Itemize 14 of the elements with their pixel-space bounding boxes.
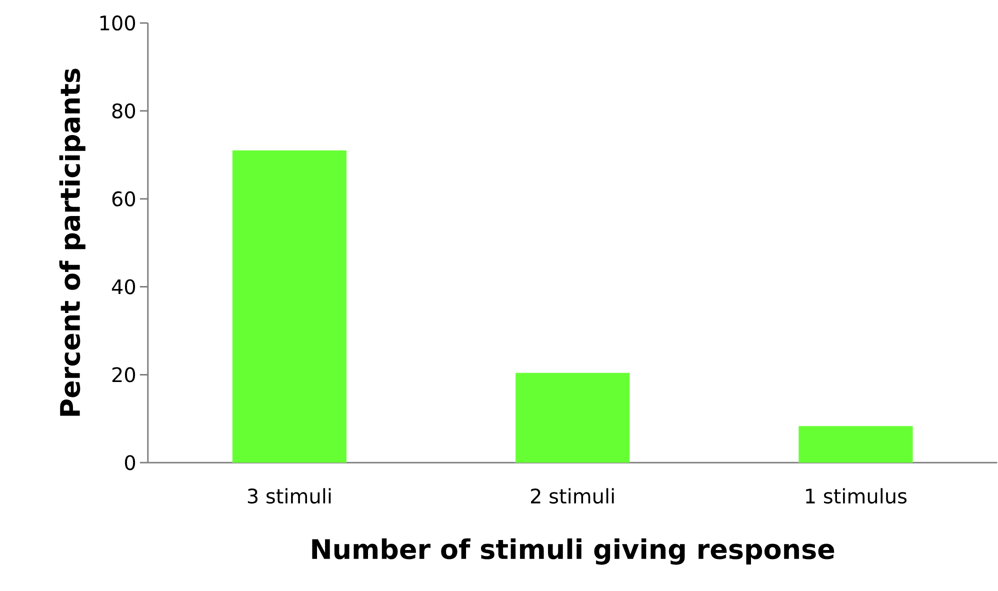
bar [798,426,913,463]
x-tick-label: 1 stimulus [806,488,907,504]
x-axis-title: Number of stimuli giving response [312,538,834,565]
bar [232,150,347,463]
x-tick-label: 2 stimuli [530,488,614,504]
bar [515,372,630,463]
y-tick-label: 80 [112,104,136,119]
y-tick-label: 100 [100,16,136,31]
y-tick-label: 40 [112,279,136,295]
y-tick-label: 0 [124,455,136,470]
x-tick-label: 3 stimuli [248,488,331,504]
y-tick-label: 60 [112,192,136,207]
y-axis-title: Percent of participants [59,68,86,416]
y-tick-label: 20 [112,367,136,382]
